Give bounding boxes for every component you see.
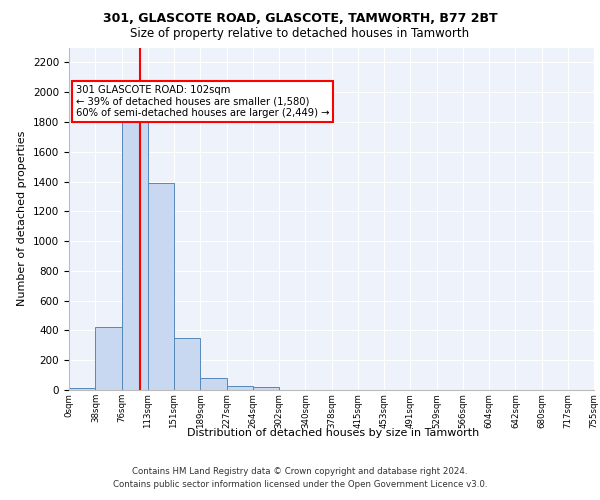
Bar (227, 386, 253, 390)
Bar (253, 388, 279, 390)
Bar (95, 328, 122, 390)
Text: Distribution of detached houses by size in Tamworth: Distribution of detached houses by size … (187, 428, 479, 438)
Bar (200, 378, 227, 390)
Text: 301 GLASCOTE ROAD: 102sqm
← 39% of detached houses are smaller (1,580)
60% of se: 301 GLASCOTE ROAD: 102sqm ← 39% of detac… (76, 84, 329, 118)
Bar (122, 120, 148, 390)
Text: 301, GLASCOTE ROAD, GLASCOTE, TAMWORTH, B77 2BT: 301, GLASCOTE ROAD, GLASCOTE, TAMWORTH, … (103, 12, 497, 26)
Bar (69, 388, 95, 390)
Text: Size of property relative to detached houses in Tamworth: Size of property relative to detached ho… (130, 28, 470, 40)
Bar (174, 338, 200, 390)
Y-axis label: Number of detached properties: Number of detached properties (17, 131, 28, 306)
Bar (148, 183, 174, 390)
Text: Contains HM Land Registry data © Crown copyright and database right 2024.: Contains HM Land Registry data © Crown c… (132, 467, 468, 476)
Text: Contains public sector information licensed under the Open Government Licence v3: Contains public sector information licen… (113, 480, 487, 489)
